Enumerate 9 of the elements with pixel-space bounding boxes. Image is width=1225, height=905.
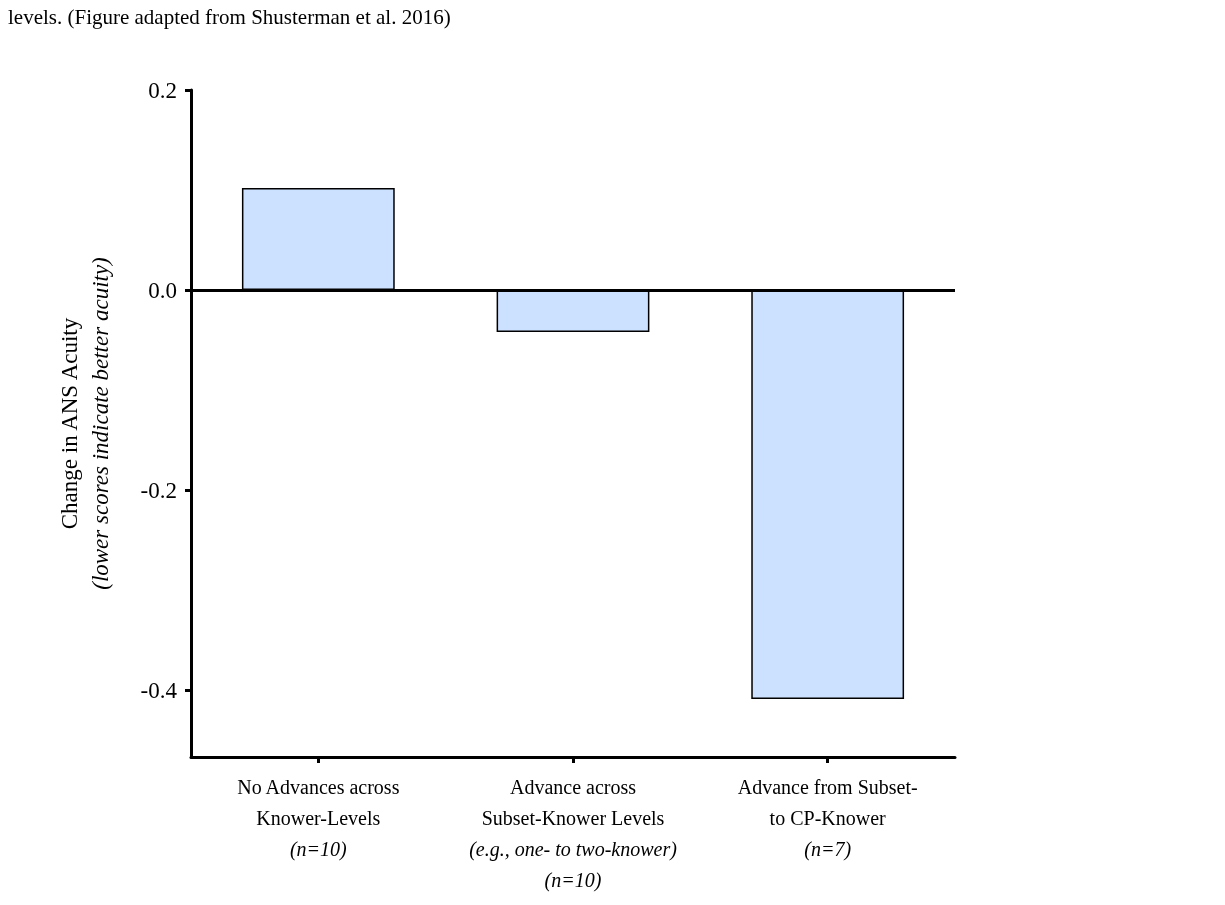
y-tick-label: -0.4 xyxy=(140,677,178,703)
y-axis-title: Change in ANS Acuity (lower scores indicate better acuity) xyxy=(57,257,113,590)
y-tick-label: -0.2 xyxy=(140,477,177,503)
y-tick-label: 0.0 xyxy=(148,277,177,303)
y-tick-label: 0.2 xyxy=(148,77,177,103)
x-tick-label: Advance across Subset-Knower Levels (e.g., one- to two-knower) (n=10) xyxy=(469,775,678,892)
x-tick-label: No Advances across Knower-Levels (n=10) xyxy=(237,775,400,861)
x-tick-label: Advance from Subset- to CP-Knower (n=7) xyxy=(737,775,918,861)
text: levels. (Figure adapted from Shusterman et al. 2016) xyxy=(8,4,451,29)
